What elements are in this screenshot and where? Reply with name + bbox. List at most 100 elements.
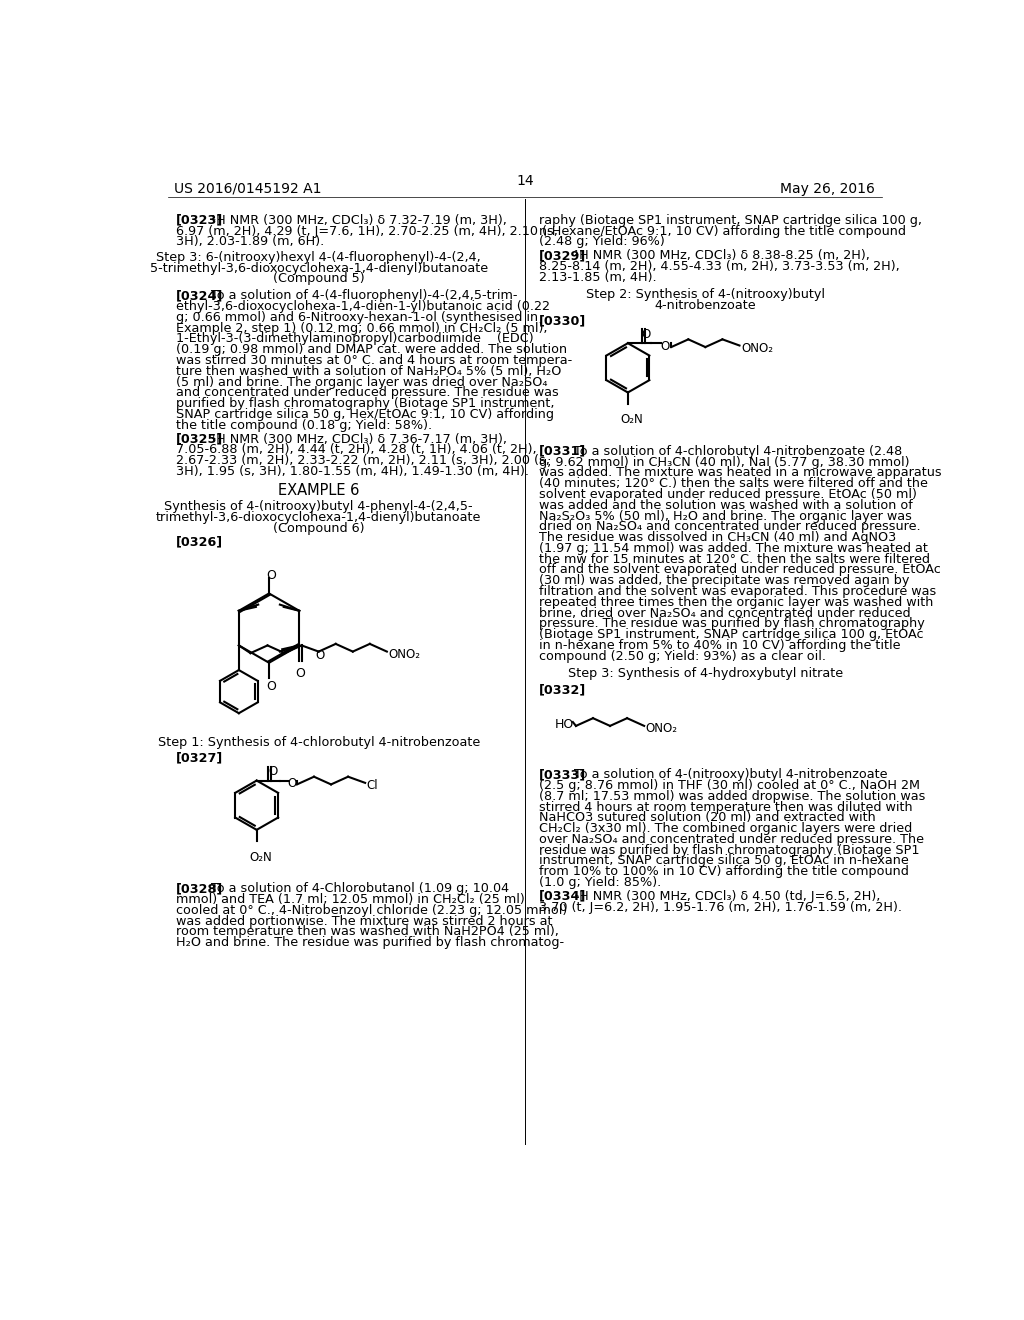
Text: ¹H NMR (300 MHz, CDCl₃) δ 7.32-7.19 (m, 3H),: ¹H NMR (300 MHz, CDCl₃) δ 7.32-7.19 (m, … <box>211 214 507 227</box>
Text: May 26, 2016: May 26, 2016 <box>780 182 876 195</box>
Text: purified by flash chromatography (Biotage SP1 instrument,: purified by flash chromatography (Biotag… <box>176 397 555 411</box>
Text: 3H), 1.95 (s, 3H), 1.80-1.55 (m, 4H), 1.49-1.30 (m, 4H).: 3H), 1.95 (s, 3H), 1.80-1.55 (m, 4H), 1.… <box>176 465 529 478</box>
Text: 7.05-6.88 (m, 2H), 4.44 (t, 2H), 4.28 (t, 1H), 4.06 (t, 2H),: 7.05-6.88 (m, 2H), 4.44 (t, 2H), 4.28 (t… <box>176 444 537 457</box>
Text: over Na₂SO₄ and concentrated under reduced pressure. The: over Na₂SO₄ and concentrated under reduc… <box>539 833 924 846</box>
Text: from 10% to 100% in 10 CV) affording the title compound: from 10% to 100% in 10 CV) affording the… <box>539 866 908 878</box>
Text: O: O <box>315 649 325 663</box>
Text: (5 ml) and brine. The organic layer was dried over Na₂SO₄: (5 ml) and brine. The organic layer was … <box>176 376 548 388</box>
Text: ¹H NMR (300 MHz, CDCl₃) δ 7.36-7.17 (m, 3H),: ¹H NMR (300 MHz, CDCl₃) δ 7.36-7.17 (m, … <box>211 433 507 446</box>
Text: Na₂S₂O₃ 5% (50 ml), H₂O and brine. The organic layer was: Na₂S₂O₃ 5% (50 ml), H₂O and brine. The o… <box>539 510 911 523</box>
Text: To a solution of 4-Chlorobutanol (1.09 g; 10.04: To a solution of 4-Chlorobutanol (1.09 g… <box>211 882 509 895</box>
Text: [0330]: [0330] <box>539 314 586 327</box>
Text: 14: 14 <box>516 174 534 187</box>
Text: HO: HO <box>554 718 573 731</box>
Text: room temperature then was washed with NaH2PO4 (25 ml),: room temperature then was washed with Na… <box>176 925 559 939</box>
Text: 4-nitrobenzoate: 4-nitrobenzoate <box>654 298 756 312</box>
Text: (1.0 g; Yield: 85%).: (1.0 g; Yield: 85%). <box>539 876 662 890</box>
Text: SNAP cartridge silica 50 g, Hex/EtOAc 9:1, 10 CV) affording: SNAP cartridge silica 50 g, Hex/EtOAc 9:… <box>176 408 554 421</box>
Text: repeated three times then the organic layer was washed with: repeated three times then the organic la… <box>539 595 933 609</box>
Text: O: O <box>266 569 275 582</box>
Text: [0333]: [0333] <box>539 768 586 781</box>
Text: ¹H NMR (300 MHz, CDCl₃) δ 8.38-8.25 (m, 2H),: ¹H NMR (300 MHz, CDCl₃) δ 8.38-8.25 (m, … <box>573 249 869 263</box>
Text: Step 3: Synthesis of 4-hydroxybutyl nitrate: Step 3: Synthesis of 4-hydroxybutyl nitr… <box>568 667 843 680</box>
Text: NaHCO3 sutured solution (20 ml) and extracted with: NaHCO3 sutured solution (20 ml) and extr… <box>539 812 876 825</box>
Text: (2.5 g; 8.76 mmol) in THF (30 ml) cooled at 0° C., NaOH 2M: (2.5 g; 8.76 mmol) in THF (30 ml) cooled… <box>539 779 920 792</box>
Text: (Compound 6): (Compound 6) <box>273 521 365 535</box>
Text: ONO₂: ONO₂ <box>741 342 773 355</box>
Text: n-Hexane/EtOAc 9:1, 10 CV) affording the title compound: n-Hexane/EtOAc 9:1, 10 CV) affording the… <box>539 224 906 238</box>
Text: O: O <box>287 777 296 791</box>
Text: 8.25-8.14 (m, 2H), 4.55-4.33 (m, 2H), 3.73-3.53 (m, 2H),: 8.25-8.14 (m, 2H), 4.55-4.33 (m, 2H), 3.… <box>539 260 899 273</box>
Text: ture then washed with a solution of NaH₂PO₄ 5% (5 ml), H₂O: ture then washed with a solution of NaH₂… <box>176 364 561 378</box>
Text: [0325]: [0325] <box>176 433 223 446</box>
Text: 5-trimethyl-3,6-dioxocyclohexa-1,4-dienyl)butanoate: 5-trimethyl-3,6-dioxocyclohexa-1,4-dieny… <box>150 261 487 275</box>
Text: (Compound 5): (Compound 5) <box>272 272 365 285</box>
Text: 3.70 (t, J=6.2, 2H), 1.95-1.76 (m, 2H), 1.76-1.59 (m, 2H).: 3.70 (t, J=6.2, 2H), 1.95-1.76 (m, 2H), … <box>539 900 902 913</box>
Text: was added and the solution was washed with a solution of: was added and the solution was washed wi… <box>539 499 912 512</box>
Text: [0328]: [0328] <box>176 882 223 895</box>
Text: O: O <box>268 766 278 779</box>
Text: g; 0.66 mmol) and 6-Nitrooxy-hexan-1-ol (synthesised in: g; 0.66 mmol) and 6-Nitrooxy-hexan-1-ol … <box>176 312 539 323</box>
Text: To a solution of 4-(nitrooxy)butyl 4-nitrobenzoate: To a solution of 4-(nitrooxy)butyl 4-nit… <box>573 768 887 781</box>
Text: solvent evaporated under reduced pressure. EtOAc (50 ml): solvent evaporated under reduced pressur… <box>539 488 916 502</box>
Text: H₂O and brine. The residue was purified by flash chromatog-: H₂O and brine. The residue was purified … <box>176 936 564 949</box>
Text: The residue was dissolved in CH₃CN (40 ml) and AgNO3: The residue was dissolved in CH₃CN (40 m… <box>539 531 896 544</box>
Text: in n-hexane from 5% to 40% in 10 CV) affording the title: in n-hexane from 5% to 40% in 10 CV) aff… <box>539 639 900 652</box>
Text: CH₂Cl₂ (3x30 ml). The combined organic layers were dried: CH₂Cl₂ (3x30 ml). The combined organic l… <box>539 822 912 836</box>
Text: the title compound (0.18 g; Yield: 58%).: the title compound (0.18 g; Yield: 58%). <box>176 418 432 432</box>
Text: cooled at 0° C., 4-Nitrobenzoyl chloride (2.23 g; 12.05 mmol): cooled at 0° C., 4-Nitrobenzoyl chloride… <box>176 904 567 917</box>
Text: was added. The mixture was heated in a microwave apparatus: was added. The mixture was heated in a m… <box>539 466 941 479</box>
Text: stirred 4 hours at room temperature then was diluted with: stirred 4 hours at room temperature then… <box>539 800 912 813</box>
Text: filtration and the solvent was evaporated. This procedure was: filtration and the solvent was evaporate… <box>539 585 936 598</box>
Text: and concentrated under reduced pressure. The residue was: and concentrated under reduced pressure.… <box>176 387 559 400</box>
Text: (40 minutes; 120° C.) then the salts were filtered off and the: (40 minutes; 120° C.) then the salts wer… <box>539 478 928 490</box>
Text: residue was purified by flash chromatography (Biotage SP1: residue was purified by flash chromatogr… <box>539 843 920 857</box>
Text: was added portionwise. The mixture was stirred 2 hours at: was added portionwise. The mixture was s… <box>176 915 553 928</box>
Text: 6.97 (m, 2H), 4.29 (t, J=7.6, 1H), 2.70-2.25 (m, 4H), 2.10 (s,: 6.97 (m, 2H), 4.29 (t, J=7.6, 1H), 2.70-… <box>176 224 558 238</box>
Text: EXAMPLE 6: EXAMPLE 6 <box>278 483 359 499</box>
Text: O: O <box>266 680 275 693</box>
Text: instrument, SNAP cartridge silica 50 g, EtOAc in n-hexane: instrument, SNAP cartridge silica 50 g, … <box>539 854 908 867</box>
Text: Step 2: Synthesis of 4-(nitrooxy)butyl: Step 2: Synthesis of 4-(nitrooxy)butyl <box>586 288 825 301</box>
Text: O: O <box>642 327 651 341</box>
Text: (0.19 g; 0.98 mmol) and DMAP cat. were added. The solution: (0.19 g; 0.98 mmol) and DMAP cat. were a… <box>176 343 567 356</box>
Text: (Biotage SP1 instrument, SNAP cartridge silica 100 g, EtOAc: (Biotage SP1 instrument, SNAP cartridge … <box>539 628 924 642</box>
Text: ONO₂: ONO₂ <box>388 648 421 661</box>
Text: trimethyl-3,6-dioxocyclohexa-1,4-dienyl)butanoate: trimethyl-3,6-dioxocyclohexa-1,4-dienyl)… <box>156 511 481 524</box>
Text: pressure. The residue was purified by flash chromatography: pressure. The residue was purified by fl… <box>539 618 925 631</box>
Text: [0326]: [0326] <box>176 536 223 549</box>
Text: 3H), 2.03-1.89 (m, 6H).: 3H), 2.03-1.89 (m, 6H). <box>176 235 325 248</box>
Text: was stirred 30 minutes at 0° C. and 4 hours at room tempera-: was stirred 30 minutes at 0° C. and 4 ho… <box>176 354 572 367</box>
Text: O: O <box>295 667 305 680</box>
Text: Example 2, step 1) (0.12 mg; 0.66 mmol) in CH₂Cl₂ (5 ml),: Example 2, step 1) (0.12 mg; 0.66 mmol) … <box>176 322 548 335</box>
Text: g; 9.62 mmol) in CH₃CN (40 ml), NaI (5.77 g, 38.30 mmol): g; 9.62 mmol) in CH₃CN (40 ml), NaI (5.7… <box>539 455 909 469</box>
Text: [0327]: [0327] <box>176 751 223 764</box>
Text: 2.67-2.33 (m, 2H), 2.33-2.22 (m, 2H), 2.11 (s, 3H), 2.00 (s,: 2.67-2.33 (m, 2H), 2.33-2.22 (m, 2H), 2.… <box>176 454 550 467</box>
Text: O₂N: O₂N <box>621 413 643 426</box>
Text: off and the solvent evaporated under reduced pressure. EtOAc: off and the solvent evaporated under red… <box>539 564 940 577</box>
Text: brine, dried over Na₂SO₄ and concentrated under reduced: brine, dried over Na₂SO₄ and concentrate… <box>539 607 910 619</box>
Text: 2.13-1.85 (m, 4H).: 2.13-1.85 (m, 4H). <box>539 271 656 284</box>
Text: ¹H NMR (300 MHz, CDCl₃) δ 4.50 (td, J=6.5, 2H),: ¹H NMR (300 MHz, CDCl₃) δ 4.50 (td, J=6.… <box>573 890 880 903</box>
Text: 1-Ethyl-3-(3-dimethylaminopropyl)carbodiimide    (EDC): 1-Ethyl-3-(3-dimethylaminopropyl)carbodi… <box>176 333 534 346</box>
Text: raphy (Biotage SP1 instrument, SNAP cartridge silica 100 g,: raphy (Biotage SP1 instrument, SNAP cart… <box>539 214 922 227</box>
Text: O₂N: O₂N <box>249 850 271 863</box>
Text: compound (2.50 g; Yield: 93%) as a clear oil.: compound (2.50 g; Yield: 93%) as a clear… <box>539 649 825 663</box>
Text: [0324]: [0324] <box>176 289 223 302</box>
Text: To a solution of 4-(4-fluorophenyl)-4-(2,4,5-trim-: To a solution of 4-(4-fluorophenyl)-4-(2… <box>211 289 517 302</box>
Text: ethyl-3,6-dioxocyclohexa-1,4-dien-1-yl)butanoic acid (0.22: ethyl-3,6-dioxocyclohexa-1,4-dien-1-yl)b… <box>176 300 550 313</box>
Text: ONO₂: ONO₂ <box>646 722 678 735</box>
Text: [0323]: [0323] <box>176 214 223 227</box>
Text: O: O <box>660 341 670 354</box>
Text: Cl: Cl <box>367 779 378 792</box>
Text: (2.48 g; Yield: 96%): (2.48 g; Yield: 96%) <box>539 235 665 248</box>
Text: [0332]: [0332] <box>539 684 586 697</box>
Text: US 2016/0145192 A1: US 2016/0145192 A1 <box>174 182 322 195</box>
Text: [0329]: [0329] <box>539 249 586 263</box>
Text: (1.97 g; 11.54 mmol) was added. The mixture was heated at: (1.97 g; 11.54 mmol) was added. The mixt… <box>539 543 928 554</box>
Text: (8.7 ml; 17.53 mmol) was added dropwise. The solution was: (8.7 ml; 17.53 mmol) was added dropwise.… <box>539 789 925 803</box>
Text: Step 1: Synthesis of 4-chlorobutyl 4-nitrobenzoate: Step 1: Synthesis of 4-chlorobutyl 4-nit… <box>158 737 480 748</box>
Text: [0334]: [0334] <box>539 890 586 903</box>
Text: [0331]: [0331] <box>539 445 586 458</box>
Text: the mw for 15 minutes at 120° C. then the salts were filtered: the mw for 15 minutes at 120° C. then th… <box>539 553 930 566</box>
